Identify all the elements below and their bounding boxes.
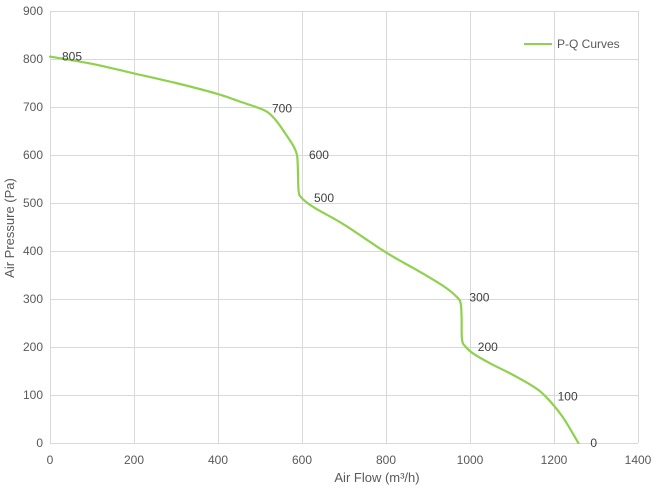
- x-tick-label: 800: [376, 453, 396, 467]
- y-tick-label: 600: [23, 148, 43, 162]
- y-tick-label: 700: [23, 100, 43, 114]
- data-label: 805: [62, 50, 82, 64]
- legend: P-Q Curves: [524, 37, 620, 51]
- data-label: 700: [272, 101, 292, 115]
- series-line: [48, 55, 580, 445]
- x-tick-label: 1400: [625, 453, 652, 467]
- y-tick-label: 400: [23, 244, 43, 258]
- y-tick-label: 900: [23, 4, 43, 18]
- legend-label: P-Q Curves: [557, 37, 620, 51]
- x-tick-label: 0: [47, 453, 54, 467]
- grid: [50, 11, 639, 444]
- y-tick-label: 100: [23, 388, 43, 402]
- data-label: 100: [558, 389, 578, 403]
- data-label: 0: [590, 436, 597, 450]
- x-tick-label: 1000: [457, 453, 484, 467]
- x-tick-label: 600: [292, 453, 312, 467]
- x-axis-title: Air Flow (m³/h): [334, 470, 419, 485]
- y-tick-label: 300: [23, 292, 43, 306]
- y-axis-title: Air Pressure (Pa): [2, 178, 17, 278]
- data-labels: 805 700 600 500 300 200 100 0: [62, 50, 597, 450]
- data-label: 600: [309, 148, 329, 162]
- data-label: 200: [478, 340, 498, 354]
- y-tick-label: 0: [36, 436, 43, 450]
- x-tick-label: 200: [124, 453, 144, 467]
- series-layer: [48, 55, 580, 445]
- y-tick-label: 800: [23, 52, 43, 66]
- y-tick-label: 500: [23, 196, 43, 210]
- x-tick-label: 1200: [541, 453, 568, 467]
- data-label: 500: [314, 191, 334, 205]
- y-tick-label: 200: [23, 340, 43, 354]
- x-tick-label: 400: [208, 453, 228, 467]
- data-label: 300: [469, 291, 489, 305]
